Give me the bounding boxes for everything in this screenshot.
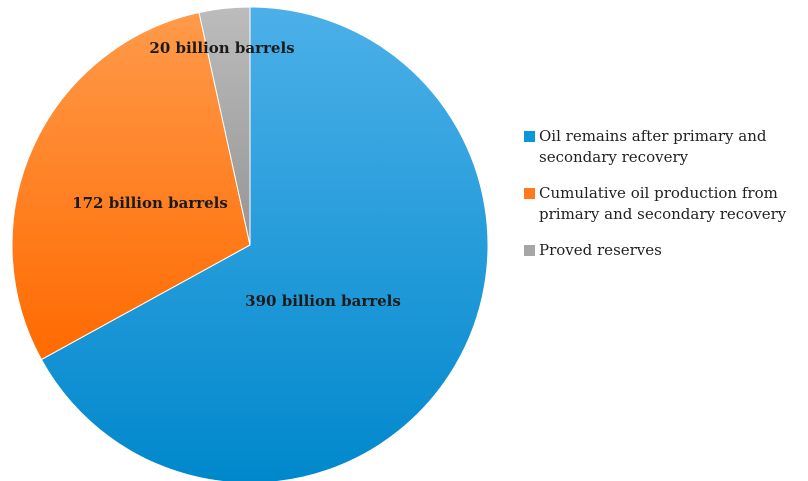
- slice-label-20: 20 billion barrels: [149, 39, 294, 57]
- pie-slice-cumulative-production: [11, 11, 251, 361]
- legend-label-oil-remains: Oil remains after primary and secondary …: [539, 127, 767, 166]
- slice-label-172: 172 billion barrels: [72, 194, 228, 212]
- legend-swatch-blue: [524, 131, 535, 142]
- legend-item-proved-reserves: Proved reserves: [524, 240, 808, 261]
- legend-swatch-gray: [524, 245, 535, 256]
- legend-label-cumulative-production: Cumulative oil production from primary a…: [539, 184, 787, 223]
- pie-slice-proved-reserves: [198, 6, 251, 246]
- legend-swatch-orange: [524, 188, 535, 199]
- slice-label-390: 390 billion barrels: [245, 292, 401, 310]
- legend: Oil remains after primary and secondary …: [524, 126, 808, 276]
- legend-label-proved-reserves: Proved reserves: [539, 241, 662, 259]
- legend-item-cumulative-production: Cumulative oil production from primary a…: [524, 183, 808, 225]
- pie-slice-oil-remains: [40, 6, 489, 481]
- legend-item-oil-remains: Oil remains after primary and secondary …: [524, 126, 808, 168]
